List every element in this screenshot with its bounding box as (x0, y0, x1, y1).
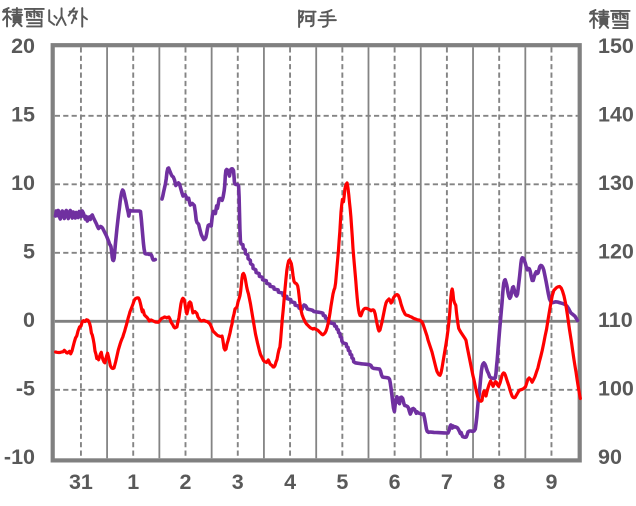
svg-text:-5: -5 (16, 377, 35, 401)
svg-text:6: 6 (389, 470, 401, 494)
svg-text:20: 20 (11, 34, 35, 58)
svg-text:130: 130 (598, 171, 634, 195)
svg-text:90: 90 (598, 445, 622, 469)
svg-text:3: 3 (232, 470, 244, 494)
svg-text:9: 9 (545, 470, 557, 494)
svg-text:140: 140 (598, 103, 634, 127)
svg-text:5: 5 (23, 240, 35, 264)
svg-text:-10: -10 (4, 445, 35, 469)
svg-text:1: 1 (127, 470, 139, 494)
svg-text:15: 15 (11, 103, 35, 127)
svg-text:5: 5 (336, 470, 348, 494)
svg-text:7: 7 (441, 470, 453, 494)
svg-text:150: 150 (598, 34, 634, 58)
svg-text:2: 2 (180, 470, 192, 494)
svg-text:0: 0 (23, 308, 35, 332)
svg-text:110: 110 (598, 308, 633, 332)
svg-text:100: 100 (598, 377, 634, 401)
svg-text:120: 120 (598, 240, 634, 264)
svg-text:4: 4 (284, 470, 296, 494)
svg-text:10: 10 (11, 171, 35, 195)
svg-text:31: 31 (69, 470, 93, 494)
svg-text:8: 8 (493, 470, 505, 494)
